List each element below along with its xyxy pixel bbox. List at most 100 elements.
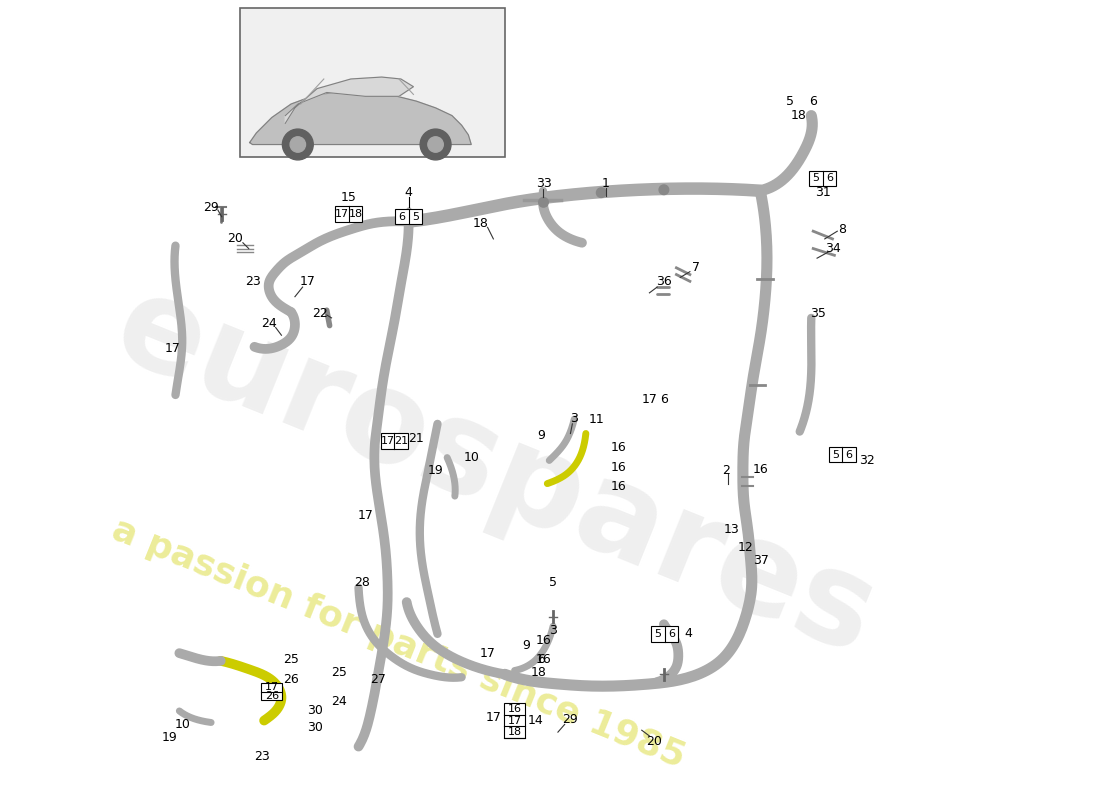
Text: 31: 31 [815, 186, 830, 199]
Text: 19: 19 [162, 731, 177, 745]
Text: 36: 36 [656, 274, 672, 288]
Text: 28: 28 [354, 576, 371, 590]
Text: 6: 6 [845, 450, 853, 460]
Text: 4: 4 [405, 186, 412, 199]
Text: 17: 17 [336, 209, 349, 219]
Text: 17: 17 [358, 509, 373, 522]
Polygon shape [285, 77, 414, 123]
Text: 30: 30 [307, 721, 323, 734]
Text: 16: 16 [752, 462, 768, 476]
Text: 18: 18 [507, 727, 521, 737]
Text: 20: 20 [647, 735, 662, 748]
Text: 6: 6 [668, 629, 675, 639]
Circle shape [420, 129, 451, 160]
Text: eurospares: eurospares [98, 263, 893, 682]
Text: 6: 6 [538, 654, 546, 666]
Bar [395, 209, 422, 225]
Text: 5: 5 [549, 576, 557, 590]
Text: 5: 5 [832, 450, 839, 460]
Bar [381, 434, 408, 449]
Text: 17: 17 [165, 342, 180, 355]
Bar [261, 683, 283, 700]
Text: 21: 21 [394, 436, 408, 446]
Text: 19: 19 [428, 464, 443, 477]
Text: 24: 24 [261, 317, 277, 330]
Text: 16: 16 [610, 461, 627, 474]
Text: 18: 18 [530, 666, 547, 679]
Text: 7: 7 [692, 262, 700, 274]
Text: 6: 6 [826, 174, 833, 183]
Text: 27: 27 [370, 673, 386, 686]
Text: a passion for parts since 1985: a passion for parts since 1985 [108, 513, 691, 774]
Text: 10: 10 [463, 451, 480, 464]
Bar [504, 703, 525, 738]
Text: 1: 1 [602, 177, 610, 190]
Text: 6: 6 [398, 212, 406, 222]
FancyBboxPatch shape [240, 8, 505, 157]
Text: 21: 21 [408, 432, 425, 445]
Text: 17: 17 [265, 682, 279, 692]
Text: 24: 24 [331, 695, 348, 708]
Text: 30: 30 [307, 705, 323, 718]
Text: 17: 17 [480, 646, 495, 660]
Text: 5: 5 [813, 174, 820, 183]
Text: 35: 35 [810, 306, 826, 319]
Text: 9: 9 [538, 429, 546, 442]
Text: 33: 33 [536, 177, 551, 190]
Text: 16: 16 [536, 634, 551, 647]
Text: 5: 5 [786, 94, 794, 108]
Text: 37: 37 [754, 554, 769, 567]
Text: 8: 8 [838, 222, 846, 236]
Text: 3: 3 [549, 625, 557, 638]
Text: 11: 11 [588, 413, 604, 426]
Text: 18: 18 [349, 209, 363, 219]
Text: 17: 17 [299, 274, 316, 288]
Circle shape [659, 185, 669, 194]
Text: 2: 2 [723, 464, 730, 477]
Circle shape [283, 129, 313, 160]
Text: 25: 25 [283, 654, 299, 666]
Text: 29: 29 [204, 201, 219, 214]
Text: 12: 12 [738, 541, 754, 554]
Text: 6: 6 [660, 394, 668, 406]
Bar [336, 206, 362, 222]
Text: 14: 14 [528, 714, 543, 727]
Text: 13: 13 [724, 523, 739, 536]
Bar [810, 170, 836, 186]
Text: 5: 5 [411, 212, 419, 222]
Text: 16: 16 [507, 704, 521, 714]
Text: 18: 18 [791, 109, 806, 122]
Text: 4: 4 [684, 627, 692, 640]
Text: 22: 22 [312, 306, 328, 319]
Text: 16: 16 [536, 654, 551, 666]
Text: 32: 32 [859, 454, 876, 467]
Text: 16: 16 [610, 480, 627, 493]
Circle shape [596, 188, 606, 198]
Text: 10: 10 [174, 718, 190, 731]
Text: 18: 18 [473, 217, 488, 230]
Text: 17: 17 [641, 394, 658, 406]
Polygon shape [250, 91, 471, 145]
Circle shape [539, 198, 548, 207]
Text: 29: 29 [562, 713, 579, 726]
Bar [651, 626, 679, 642]
Text: 26: 26 [283, 673, 299, 686]
Text: 34: 34 [825, 242, 840, 255]
Text: 25: 25 [331, 666, 348, 679]
Text: 17: 17 [381, 436, 395, 446]
Text: 3: 3 [571, 411, 579, 425]
Text: 5: 5 [654, 629, 661, 639]
Text: 17: 17 [507, 715, 521, 726]
Text: 9: 9 [522, 639, 530, 652]
Text: 23: 23 [254, 750, 271, 762]
Text: 6: 6 [810, 94, 817, 108]
Text: 23: 23 [244, 274, 261, 288]
Circle shape [428, 137, 443, 152]
Bar [828, 447, 856, 462]
Circle shape [290, 137, 306, 152]
Text: 26: 26 [265, 691, 279, 701]
Text: 15: 15 [341, 191, 356, 204]
Text: 16: 16 [610, 442, 627, 454]
Text: 17: 17 [485, 711, 502, 724]
Text: 20: 20 [228, 233, 243, 246]
